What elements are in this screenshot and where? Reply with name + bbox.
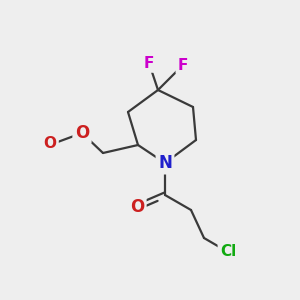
Text: O: O xyxy=(75,124,89,142)
Text: F: F xyxy=(178,58,188,73)
Text: N: N xyxy=(158,154,172,172)
Text: F: F xyxy=(144,56,154,70)
Text: O: O xyxy=(44,136,56,151)
Text: Cl: Cl xyxy=(220,244,236,260)
Text: O: O xyxy=(130,198,144,216)
